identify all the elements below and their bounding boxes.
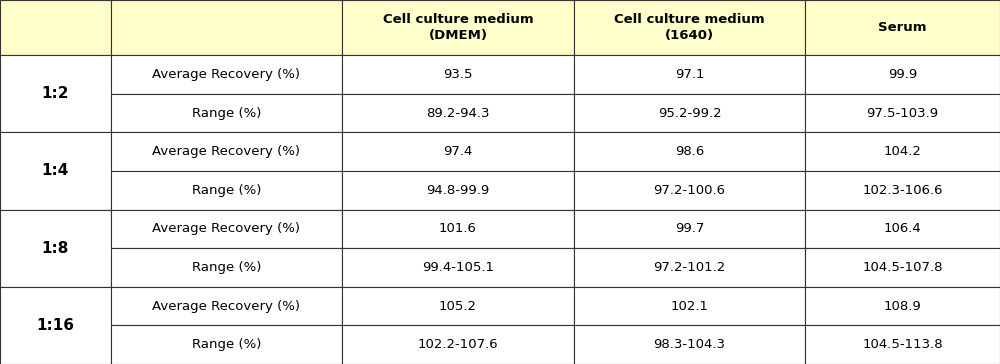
Bar — [574, 0, 805, 55]
Bar — [111, 94, 342, 132]
Text: 94.8-99.9: 94.8-99.9 — [426, 184, 490, 197]
Text: Average Recovery (%): Average Recovery (%) — [152, 300, 300, 313]
Bar — [805, 210, 1000, 248]
Text: 104.5-107.8: 104.5-107.8 — [862, 261, 943, 274]
Text: 99.4-105.1: 99.4-105.1 — [422, 261, 494, 274]
Text: Range (%): Range (%) — [192, 107, 261, 119]
Bar — [342, 55, 574, 94]
Text: Average Recovery (%): Average Recovery (%) — [152, 222, 300, 235]
Bar — [574, 210, 805, 248]
Text: 98.6: 98.6 — [675, 145, 704, 158]
Bar — [574, 325, 805, 364]
Bar — [805, 94, 1000, 132]
Bar — [111, 210, 342, 248]
Bar — [805, 248, 1000, 287]
Text: 1:16: 1:16 — [36, 318, 74, 333]
Bar — [111, 287, 342, 325]
Bar — [805, 287, 1000, 325]
Bar — [111, 0, 342, 55]
Bar — [342, 325, 574, 364]
Text: 97.2-100.6: 97.2-100.6 — [653, 184, 725, 197]
Bar — [574, 94, 805, 132]
Text: 104.2: 104.2 — [884, 145, 922, 158]
Text: Cell culture medium
(DMEM): Cell culture medium (DMEM) — [383, 13, 533, 42]
Bar — [0, 287, 111, 364]
Bar — [805, 325, 1000, 364]
Bar — [111, 248, 342, 287]
Bar — [342, 210, 574, 248]
Bar — [574, 248, 805, 287]
Text: 99.7: 99.7 — [675, 222, 704, 235]
Text: 106.4: 106.4 — [884, 222, 922, 235]
Text: Range (%): Range (%) — [192, 338, 261, 351]
Text: 105.2: 105.2 — [439, 300, 477, 313]
Bar — [0, 0, 111, 55]
Text: 97.5-103.9: 97.5-103.9 — [867, 107, 939, 119]
Text: 102.2-107.6: 102.2-107.6 — [418, 338, 498, 351]
Text: 102.1: 102.1 — [670, 300, 708, 313]
Text: 104.5-113.8: 104.5-113.8 — [862, 338, 943, 351]
Bar — [574, 132, 805, 171]
Bar — [342, 287, 574, 325]
Text: 98.3-104.3: 98.3-104.3 — [653, 338, 725, 351]
Bar — [574, 55, 805, 94]
Bar — [111, 55, 342, 94]
Text: 101.6: 101.6 — [439, 222, 477, 235]
Text: Average Recovery (%): Average Recovery (%) — [152, 68, 300, 81]
Bar — [342, 171, 574, 210]
Text: Range (%): Range (%) — [192, 184, 261, 197]
Text: 97.1: 97.1 — [675, 68, 704, 81]
Bar — [805, 0, 1000, 55]
Text: Serum: Serum — [878, 21, 927, 34]
Text: 1:8: 1:8 — [42, 241, 69, 256]
Text: 108.9: 108.9 — [884, 300, 922, 313]
Text: Range (%): Range (%) — [192, 261, 261, 274]
Text: 97.2-101.2: 97.2-101.2 — [653, 261, 726, 274]
Bar — [0, 55, 111, 132]
Text: 99.9: 99.9 — [888, 68, 917, 81]
Bar — [805, 132, 1000, 171]
Bar — [342, 132, 574, 171]
Bar — [0, 210, 111, 287]
Bar — [111, 325, 342, 364]
Bar — [342, 94, 574, 132]
Bar — [0, 132, 111, 210]
Bar — [111, 132, 342, 171]
Text: 1:2: 1:2 — [42, 86, 69, 101]
Text: 93.5: 93.5 — [443, 68, 473, 81]
Bar — [805, 171, 1000, 210]
Text: 95.2-99.2: 95.2-99.2 — [658, 107, 721, 119]
Bar — [342, 248, 574, 287]
Bar — [342, 0, 574, 55]
Bar — [805, 55, 1000, 94]
Text: 97.4: 97.4 — [443, 145, 473, 158]
Text: 102.3-106.6: 102.3-106.6 — [862, 184, 943, 197]
Text: 89.2-94.3: 89.2-94.3 — [426, 107, 490, 119]
Bar — [574, 287, 805, 325]
Bar — [574, 171, 805, 210]
Text: 1:4: 1:4 — [42, 163, 69, 178]
Bar — [111, 171, 342, 210]
Text: Average Recovery (%): Average Recovery (%) — [152, 145, 300, 158]
Text: Cell culture medium
(1640): Cell culture medium (1640) — [614, 13, 765, 42]
